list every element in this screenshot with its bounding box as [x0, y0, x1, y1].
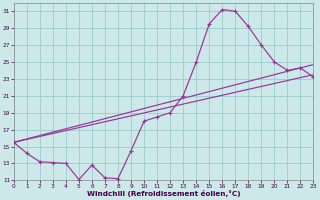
X-axis label: Windchill (Refroidissement éolien,°C): Windchill (Refroidissement éolien,°C): [87, 190, 240, 197]
